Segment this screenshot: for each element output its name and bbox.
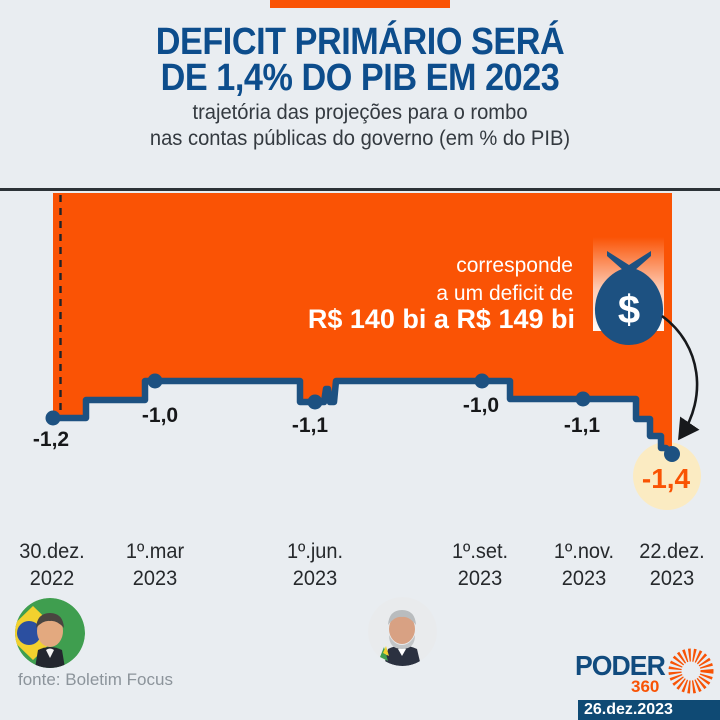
annotation-arrow [661, 314, 700, 441]
final-value-highlight-circle [633, 442, 701, 510]
bolsonaro-avatar [15, 598, 85, 668]
x-axis-label: 1º.mar 2023 [112, 538, 198, 592]
x-axis-label: 22.dez. 2023 [629, 538, 715, 592]
top-accent-bar [270, 0, 450, 8]
x-label-year: 2022 [29, 567, 75, 590]
page-subtitle: trajetória das projeções para o rombo na… [14, 100, 705, 152]
bolsonaro-avatar-image [15, 598, 85, 668]
subtitle-line-1: trajetória das projeções para o rombo [192, 101, 528, 124]
lula-avatar [368, 597, 437, 666]
poder360-logo-360: 360 [631, 677, 660, 696]
x-axis-label: 30.dez. 2022 [9, 538, 95, 592]
value-label: -1,1 [292, 414, 329, 437]
x-label-date: 1º.mar [125, 540, 185, 563]
value-label: -1,1 [564, 414, 601, 437]
x-label-date: 22.dez. [639, 540, 705, 563]
x-label-year: 2023 [561, 567, 607, 590]
final-value-label: -1,4 [642, 463, 691, 494]
x-axis-label: 1º.nov. 2023 [541, 538, 627, 592]
x-label-year: 2023 [457, 567, 503, 590]
value-label: -1,0 [463, 394, 499, 417]
annotation-line-3: R$ 140 bi a R$ 149 bi [308, 304, 575, 334]
date-badge: 26.dez.2023 [578, 700, 720, 720]
deficit-projection-line [49, 377, 676, 458]
data-point-final [664, 446, 680, 462]
x-label-date: 1º.nov. [553, 540, 615, 563]
deficit-area-fill [53, 193, 672, 454]
x-label-date: 30.dez. [19, 540, 85, 563]
x-axis-label: 1º.jun. 2023 [272, 538, 358, 592]
poder360-logo-text: PODER [575, 650, 666, 681]
lula-avatar-image [368, 597, 437, 666]
data-point [147, 373, 163, 389]
source-credit: fonte: Boletim Focus [18, 670, 173, 689]
data-point-markers [45, 373, 680, 462]
x-label-date: 1º.set. [451, 540, 509, 563]
annotation-line-2: a um deficit de [436, 282, 573, 305]
publication-date: 26.dez.2023 [584, 701, 673, 718]
annotation-line-1: corresponde [456, 254, 573, 277]
title-line-2: DE 1,4% DO PIB EM 2023 [160, 57, 560, 99]
x-axis-label: 1º.set. 2023 [437, 538, 523, 592]
data-point [474, 373, 490, 389]
page-title: DEFICIT PRIMÁRIO SERÁ DE 1,4% DO PIB EM … [36, 21, 684, 99]
dollar-sign: $ [618, 288, 640, 332]
x-label-year: 2023 [649, 567, 695, 590]
x-label-date: 1º.jun. [286, 540, 344, 563]
subtitle-line-2: nas contas públicas do governo (em % do … [149, 127, 571, 150]
data-point [575, 391, 591, 407]
data-point [45, 410, 61, 426]
title-line-1: DEFICIT PRIMÁRIO SERÁ [155, 21, 565, 63]
x-label-year: 2023 [292, 567, 338, 590]
poder360-sunburst-icon [668, 648, 714, 694]
money-bag-icon: $ [594, 251, 664, 345]
value-label: -1,2 [33, 428, 69, 451]
data-point [307, 394, 323, 410]
x-label-year: 2023 [132, 567, 178, 590]
value-label: -1,0 [142, 404, 178, 427]
